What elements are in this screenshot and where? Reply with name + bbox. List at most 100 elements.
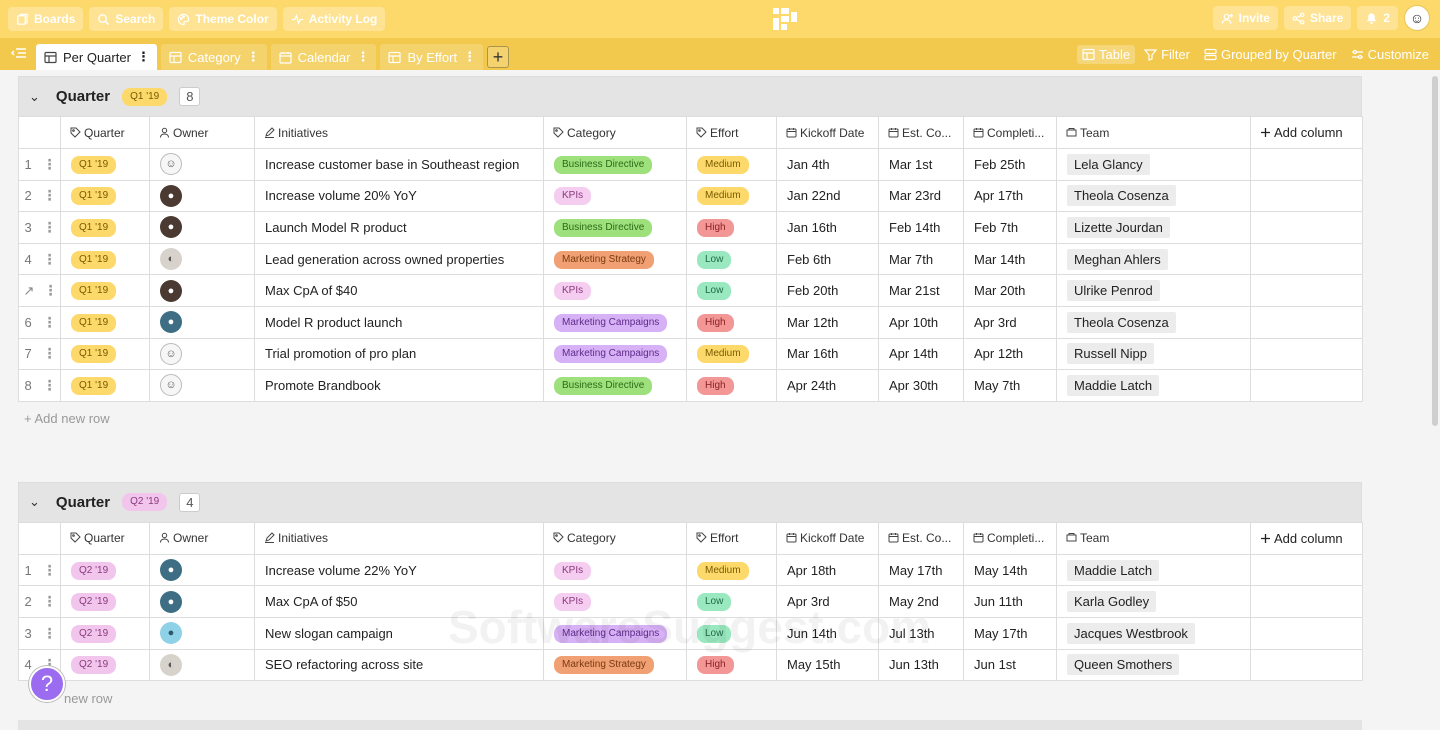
table-row[interactable]: 7 ⋮ Q1 '19 ☺ Trial promotion of pro plan Mark… [18,337,1363,371]
category-cell[interactable]: Marketing Strategy [543,648,687,682]
owner-cell[interactable]: ● [149,211,255,244]
tab-menu-icon[interactable]: ⋮ [356,49,369,64]
initiative-cell[interactable]: New slogan campaign [254,616,544,650]
est-completion-cell[interactable]: Mar 1st [878,148,964,181]
category-cell[interactable]: KPIs [543,274,687,307]
team-cell[interactable]: Ulrike Penrod [1056,274,1251,307]
table-row[interactable]: 1 ⋮ Q2 '19 ● Increase volume 22% YoY KPIs Medi… [18,553,1363,587]
quarter-cell[interactable]: Q1 '19 [60,211,150,244]
quarter-cell[interactable]: Q1 '19 [60,305,150,339]
owner-cell[interactable]: ● [149,305,255,339]
category-cell[interactable]: Marketing Campaigns [543,616,687,650]
table-view-button[interactable]: Table [1076,44,1136,64]
est-completion-cell[interactable]: Apr 30th [878,369,964,402]
quarter-cell[interactable]: Q1 '19 [60,148,150,181]
effort-cell[interactable]: Medium [686,553,777,587]
team-cell[interactable]: Karla Godley [1056,585,1251,618]
column-header-kickoff-date[interactable]: Kickoff Date [776,116,879,149]
initiative-cell[interactable]: Increase volume 20% YoY [254,179,544,213]
est-completion-cell[interactable]: May 17th [878,553,964,587]
tab-by-effort[interactable]: By Effort ⋮ [380,44,484,70]
kickoff-date-cell[interactable]: Jan 22nd [776,179,879,213]
quarter-cell[interactable]: Q1 '19 [60,337,150,371]
team-cell[interactable]: Theola Cosenza [1056,179,1251,213]
team-cell[interactable]: Maddie Latch [1056,369,1251,402]
kickoff-date-cell[interactable]: Apr 3rd [776,585,879,618]
quarter-cell[interactable]: Q1 '19 [60,274,150,307]
est-completion-cell[interactable]: Feb 14th [878,211,964,244]
owner-cell[interactable]: ☺ [149,369,255,402]
team-cell[interactable]: Queen Smothers [1056,648,1251,682]
column-header-quarter[interactable]: Quarter [60,116,150,149]
owner-cell[interactable]: ● [149,585,255,618]
category-cell[interactable]: Marketing Campaigns [543,305,687,339]
table-row[interactable]: 1 ⋮ Q1 '19 ☺ Increase customer base in South… [18,148,1363,181]
initiative-cell[interactable]: Trial promotion of pro plan [254,337,544,371]
vertical-scrollbar[interactable] [1432,76,1438,426]
owner-cell[interactable]: ● [149,553,255,587]
est-completion-cell[interactable]: Mar 21st [878,274,964,307]
tab-calendar[interactable]: Calendar ⋮ [270,44,377,70]
effort-cell[interactable]: High [686,211,777,244]
column-header-completion[interactable]: Completi... [963,116,1057,149]
column-header-initiatives[interactable]: Initiatives [254,116,544,149]
category-cell[interactable]: KPIs [543,553,687,587]
effort-cell[interactable]: Low [686,616,777,650]
effort-cell[interactable]: Medium [686,148,777,181]
owner-cell[interactable]: ◐ [149,648,255,682]
kickoff-date-cell[interactable]: Mar 16th [776,337,879,371]
collapse-sidebar-icon[interactable] [10,44,28,62]
est-completion-cell[interactable]: Apr 14th [878,337,964,371]
completion-cell[interactable]: Jun 1st [963,648,1057,682]
quarter-cell[interactable]: Q1 '19 [60,242,150,276]
category-cell[interactable]: Business Directive [543,148,687,181]
category-cell[interactable]: KPIs [543,585,687,618]
quarter-cell[interactable]: Q2 '19 [60,585,150,618]
effort-cell[interactable]: High [686,369,777,402]
chevron-down-icon[interactable]: ⌄ [29,88,40,104]
row-menu-icon[interactable]: ⋮ [42,376,57,393]
team-cell[interactable]: Maddie Latch [1056,553,1251,587]
column-header-owner[interactable]: Owner [149,521,255,555]
initiative-cell[interactable]: Launch Model R product [254,211,544,244]
table-row[interactable]: 8 ⋮ Q1 '19 ☺ Promote Brandbook Business Direc… [18,369,1363,402]
row-menu-icon[interactable]: ⋮ [42,187,57,204]
initiative-cell[interactable]: Increase customer base in Southeast regi… [254,148,544,181]
column-header-effort[interactable]: Effort [686,521,777,555]
group-by-button[interactable]: Grouped by Quarter [1199,45,1342,64]
table-row[interactable]: 4 ⋮ Q2 '19 ◐ SEO refactoring across site Mark… [18,648,1363,682]
team-cell[interactable]: Lizette Jourdan [1056,211,1251,244]
column-header-completion[interactable]: Completi... [963,521,1057,555]
category-cell[interactable]: Business Directive [543,369,687,402]
theme-color-button[interactable]: Theme Color [169,7,277,31]
column-header-est-completion[interactable]: Est. Co... [878,521,964,555]
row-menu-icon[interactable]: ⋮ [43,282,57,299]
quarter-cell[interactable]: Q1 '19 [60,369,150,402]
owner-cell[interactable]: ◐ [149,242,255,276]
completion-cell[interactable]: Feb 25th [963,148,1057,181]
search-button[interactable]: Search [89,7,164,31]
completion-cell[interactable]: Mar 20th [963,274,1057,307]
completion-cell[interactable]: Jun 11th [963,585,1057,618]
add-view-button[interactable]: + [487,46,510,68]
kickoff-date-cell[interactable]: Mar 12th [776,305,879,339]
kickoff-date-cell[interactable]: Feb 6th [776,242,879,276]
quarter-cell[interactable]: Q2 '19 [60,553,150,587]
est-completion-cell[interactable]: May 2nd [878,585,964,618]
column-header-add-column[interactable]: Add column [1250,521,1363,555]
table-row[interactable]: ↗ ⋮ Q1 '19 ● Max CpA of $40 KPIs Low Feb 20th Ma… [18,274,1363,307]
kickoff-date-cell[interactable]: Feb 20th [776,274,879,307]
initiative-cell[interactable]: Lead generation across owned properties [254,242,544,276]
help-button[interactable]: ? [29,666,65,702]
app-logo-icon[interactable] [772,7,798,31]
add-new-row-button[interactable]: new row [64,690,113,706]
tab-category[interactable]: Category ⋮ [160,44,267,70]
initiative-cell[interactable]: SEO refactoring across site [254,648,544,682]
initiative-cell[interactable]: Model R product launch [254,305,544,339]
column-header-quarter[interactable]: Quarter [60,521,150,555]
owner-cell[interactable]: ● [149,274,255,307]
table-row[interactable]: 2 ⋮ Q2 '19 ● Max CpA of $50 KPIs Low Apr 3rd May… [18,585,1363,618]
owner-cell[interactable]: ● [149,616,255,650]
activity-log-button[interactable]: Activity Log [282,7,386,31]
est-completion-cell[interactable]: Jun 13th [878,648,964,682]
